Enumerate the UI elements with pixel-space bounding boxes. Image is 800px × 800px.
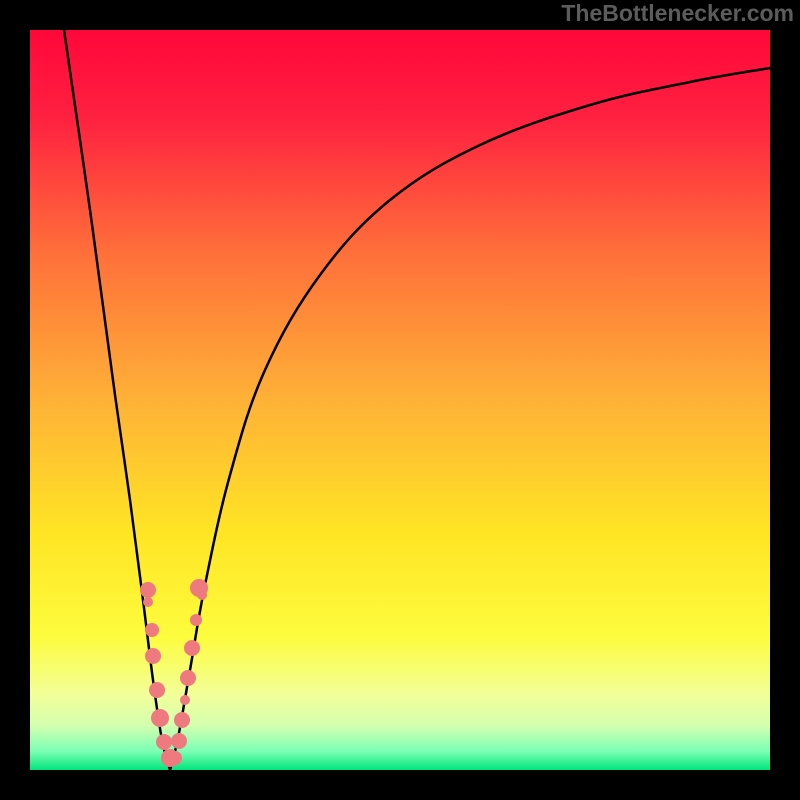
data-marker [180, 670, 196, 686]
data-marker [174, 712, 190, 728]
data-marker [149, 682, 165, 698]
data-marker [143, 597, 153, 607]
watermark-text: TheBottlenecker.com [561, 0, 794, 27]
curve-layer [30, 30, 770, 770]
chart-frame: TheBottlenecker.com [0, 0, 800, 800]
data-marker [197, 590, 207, 600]
data-marker [180, 695, 190, 705]
data-marker [156, 734, 172, 750]
data-marker [184, 640, 200, 656]
valley-curve-right [170, 68, 770, 770]
data-marker [145, 648, 161, 664]
data-marker [145, 623, 159, 637]
marker-group [140, 579, 208, 767]
data-marker [151, 709, 169, 727]
data-marker [171, 733, 187, 749]
data-marker [168, 751, 182, 765]
plot-area [30, 30, 770, 770]
data-marker [190, 614, 202, 626]
data-marker [140, 582, 156, 598]
